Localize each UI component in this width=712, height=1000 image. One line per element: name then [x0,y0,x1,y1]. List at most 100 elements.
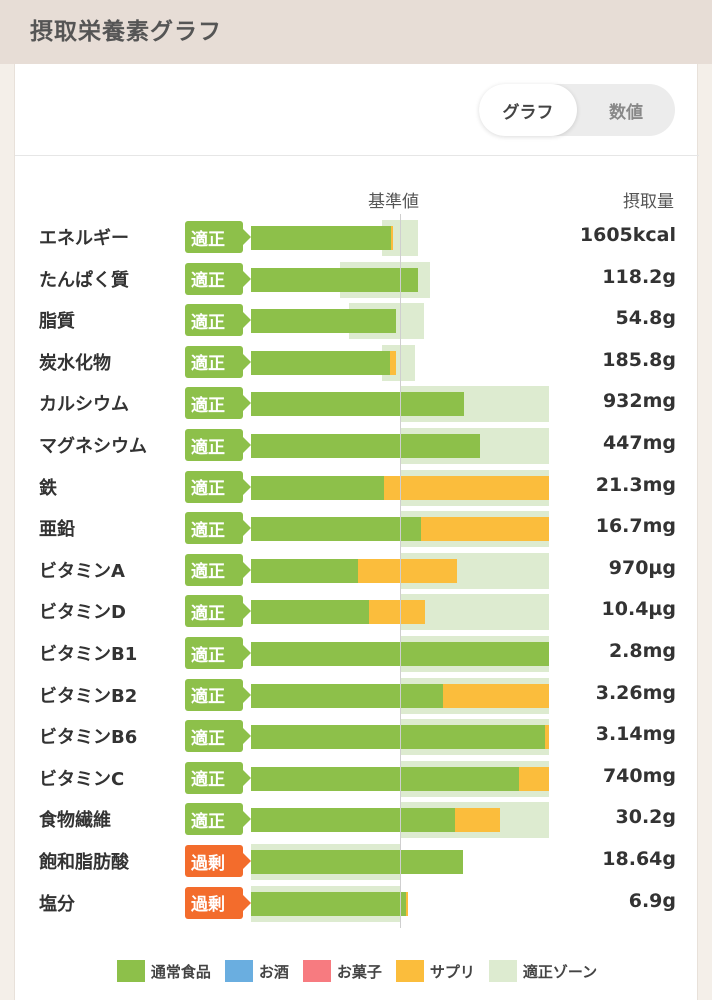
nutrient-name: 鉄 [39,477,57,499]
supplement-bar [368,600,426,625]
status-badge: 過剰 [185,845,251,877]
status-badge: 適正 [185,553,251,586]
food-bar [251,226,392,250]
legend: 通常食品 お酒 お菓子 サプリ 適正ゾーン [15,954,699,988]
food-bar [251,267,418,292]
status-badge: 適正 [185,720,251,753]
legend-label: お酒 [258,962,289,981]
nutrient-row: 飽和脂肪酸 過剰 18.64g [15,844,699,880]
legend-item: 適正ゾーン [488,960,598,982]
status-badge: 適正 [185,512,251,545]
bar-area [251,760,549,797]
reference-header: 基準値 [368,192,419,212]
status-badge: 適正 [185,221,251,253]
status-badge: 適正 [185,262,251,295]
status-badge: 適正 [185,429,251,461]
supplement-bar [519,766,549,791]
supplement-bar [544,725,549,750]
nutrient-row: 炭水化物 適正 185.8g [15,344,699,381]
number-view-button[interactable]: 数値 [609,102,643,123]
legend-swatch [302,960,331,982]
reference-line [400,214,401,928]
legend-item: サプリ [395,960,475,982]
legend-swatch [224,960,253,982]
page-title: 摂取栄養素グラフ [30,19,222,45]
bar-area [251,428,549,464]
food-bar [251,475,384,500]
legend-item: お酒 [224,960,289,982]
nutrient-row: 鉄 適正 21.3mg [15,469,699,506]
intake-value: 740mg [602,764,676,787]
intake-value: 2.8mg [608,640,676,662]
intake-value: 16.7mg [595,515,676,538]
nutrient-name: ビタミンD [39,602,126,624]
intake-header: 摂取量 [623,192,674,212]
supplement-bar [383,475,549,500]
nutrient-name: ビタミンA [39,560,125,582]
food-bar [251,850,463,874]
food-bar [251,558,359,583]
nutrient-name: 塩分 [39,893,75,915]
legend-label: お菓子 [336,962,382,981]
view-toggle: グラフ 数値 [479,84,675,136]
bar-area [251,303,549,340]
food-bar [251,808,456,833]
food-bar [251,434,481,458]
supplement-bar [455,808,500,833]
bar-area [251,802,549,839]
food-bar [251,766,520,791]
food-bar [251,725,545,750]
intake-value: 54.8g [615,307,676,330]
header: 摂取栄養素グラフ [0,0,712,64]
bar-area [251,511,549,548]
nutrient-row: エネルギー 適正 1605kcal [15,220,699,256]
status-badge: 適正 [185,761,251,794]
nutrient-name: ビタミンC [39,768,125,790]
bar-area [251,844,549,880]
status-badge: 適正 [185,637,251,669]
bar-area [251,344,549,381]
legend-item: お菓子 [302,960,382,982]
status-badge: 過剰 [185,886,251,919]
intake-value: 3.14mg [595,723,676,746]
intake-value: 970µg [608,556,676,579]
intake-value: 6.9g [628,889,676,912]
food-bar [251,350,390,375]
nutrient-name: エネルギー [39,228,129,249]
status-badge: 適正 [185,595,251,628]
supplement-bar [443,683,549,708]
bar-area [251,220,549,256]
legend-label: 通常食品 [150,962,211,981]
intake-value: 10.4µg [601,598,676,621]
nutrient-name: たんぱく質 [39,269,129,291]
supplement-bar [405,891,409,916]
nutrient-row: マグネシウム 適正 447mg [15,428,699,464]
intake-value: 30.2g [615,806,676,829]
nutrient-name: 飽和脂肪酸 [39,852,129,873]
intake-value: 932mg [602,390,676,413]
nutrient-row: 脂質 適正 54.8g [15,303,699,340]
nutrient-row: カルシウム 適正 932mg [15,386,699,423]
nutrient-name: 脂質 [39,311,75,333]
status-badge: 適正 [185,678,251,711]
food-bar [251,891,406,916]
nutrient-row: 塩分 過剰 6.9g [15,885,699,922]
nutrient-row: ビタミンB6 適正 3.14mg [15,719,699,756]
nutrient-row: ビタミンA 適正 970µg [15,552,699,589]
bar-area [251,469,549,506]
nutrient-card: グラフ 数値 基準値 摂取量 エネルギー 適正 1605kcal たんぱく質 適正 118… [14,64,699,1000]
nutrient-name: マグネシウム [39,436,147,457]
legend-swatch [116,960,145,982]
supplement-bar [391,226,393,250]
bar-area [251,719,549,756]
supplement-bar [389,350,396,375]
bar-area [251,885,549,922]
legend-label: 適正ゾーン [522,962,598,981]
nutrient-name: カルシウム [39,394,129,416]
nutrient-name: ビタミンB1 [39,644,138,665]
intake-value: 1605kcal [579,224,676,246]
nutrient-row: ビタミンC 適正 740mg [15,760,699,797]
graph-view-button[interactable]: グラフ [479,84,577,136]
nutrient-name: 食物繊維 [39,810,111,832]
nutrient-row: ビタミンD 適正 10.4µg [15,594,699,631]
